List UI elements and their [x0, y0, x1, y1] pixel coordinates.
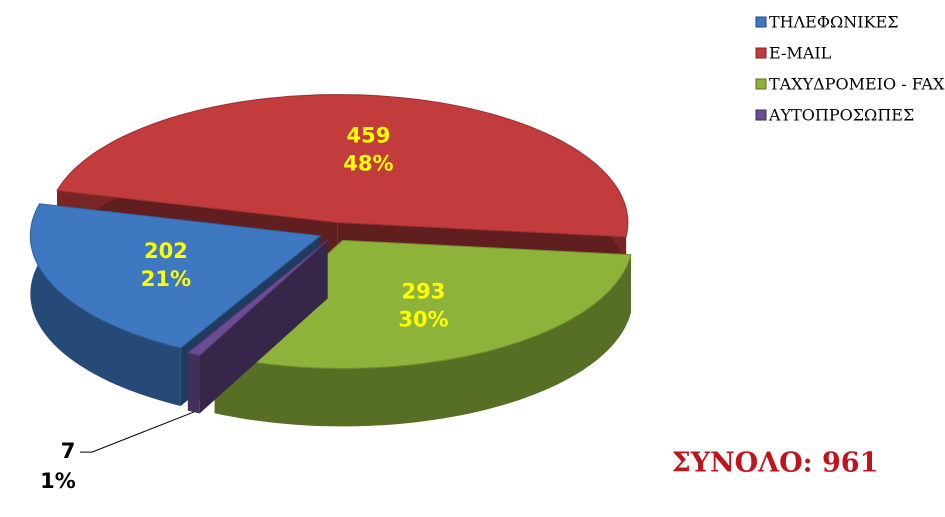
legend-label: E-MAIL — [769, 44, 832, 63]
legend-swatch — [755, 16, 767, 28]
data-label: 293 — [402, 280, 446, 304]
legend-swatch — [755, 47, 767, 59]
legend-label: ΤΗΛΕΦΩΝΙΚΕΣ — [769, 13, 899, 32]
data-label-percent: 1% — [40, 469, 76, 493]
slice-wall — [187, 352, 200, 414]
data-label: 459 — [346, 124, 390, 148]
legend-swatch — [755, 78, 767, 90]
slice-wall — [30, 203, 181, 406]
slice-wall — [214, 254, 631, 427]
data-label-percent: 21% — [141, 267, 191, 291]
slice — [186, 240, 328, 356]
legend-swatch — [755, 109, 767, 121]
data-label: 7 — [61, 439, 76, 463]
total-annotation: ΣΥΝΟΛΟ: 961 — [672, 448, 879, 479]
legend-label: ΤΑΧΥΔΡΟΜΕΙΟ - FAX — [769, 75, 945, 94]
slice — [56, 94, 629, 238]
legend-label: ΑΥΤΟΠΡΟΣΩΠΕΣ — [768, 106, 914, 125]
data-label-percent: 48% — [343, 152, 393, 176]
data-label-percent: 30% — [398, 308, 448, 332]
data-label: 202 — [144, 239, 188, 263]
slice-side — [187, 240, 328, 411]
slice — [29, 203, 322, 349]
leader-line — [80, 411, 194, 453]
pie — [29, 94, 632, 427]
